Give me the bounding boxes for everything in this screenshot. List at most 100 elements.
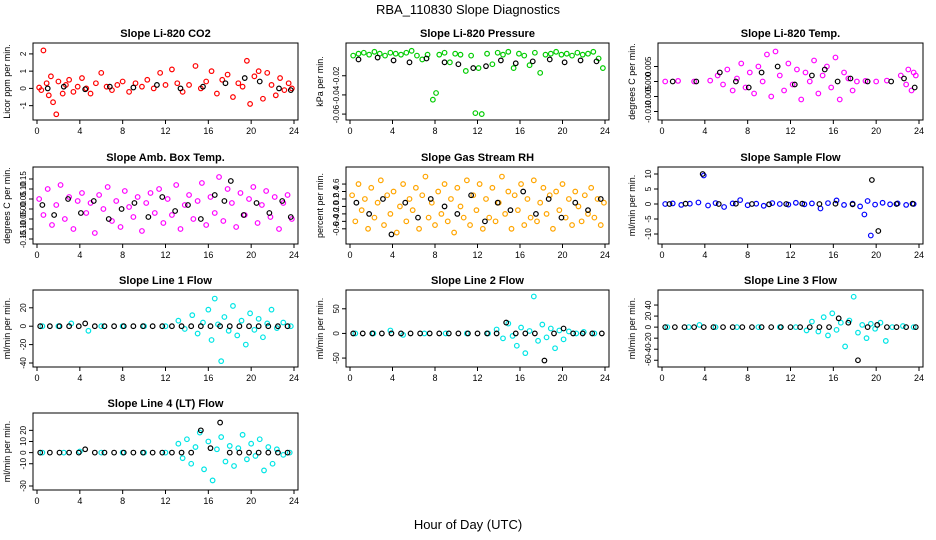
data-point	[836, 96, 843, 103]
data-point	[243, 456, 250, 463]
reference-point	[149, 323, 156, 330]
x-tick-label: 4	[77, 126, 82, 136]
reference-point	[284, 449, 291, 456]
x-tick-label: 12	[160, 496, 170, 506]
reference-point	[75, 323, 82, 330]
y-tick-label: 0	[332, 331, 341, 336]
data-point	[669, 200, 676, 207]
data-point	[260, 95, 266, 102]
reference-point	[82, 446, 89, 453]
reference-point	[222, 80, 229, 87]
reference-point	[864, 78, 871, 85]
data-point	[409, 207, 416, 214]
data-point	[371, 48, 378, 55]
data-point	[251, 326, 258, 333]
data-point	[162, 449, 169, 456]
reference-point	[374, 54, 381, 61]
data-point	[276, 226, 282, 232]
reference-point	[240, 212, 247, 218]
reference-point	[388, 231, 395, 238]
data-point	[759, 78, 766, 85]
data-point	[400, 181, 407, 187]
data-point	[489, 184, 496, 191]
y-tick-label: 0.10	[19, 181, 28, 197]
data-point	[601, 199, 607, 206]
data-point	[806, 78, 813, 85]
data-point	[414, 52, 420, 59]
reference-point	[791, 81, 798, 88]
data-point	[49, 222, 55, 228]
reference-point	[482, 218, 488, 225]
data-points	[37, 419, 293, 484]
data-point	[416, 225, 422, 232]
plot-frame	[32, 412, 299, 491]
reference-point	[455, 61, 462, 68]
data-point	[792, 199, 799, 206]
data-point	[815, 90, 822, 97]
x-tick-label: 4	[77, 373, 82, 383]
reference-point	[533, 210, 539, 217]
reference-point	[266, 210, 273, 216]
reference-point	[758, 324, 765, 331]
reference-point	[768, 324, 775, 331]
reference-point	[355, 56, 362, 63]
data-point	[74, 198, 81, 204]
data-point	[590, 48, 597, 55]
data-point	[734, 75, 740, 82]
y-tick-label: -0.02	[332, 66, 341, 85]
x-tick-label: 8	[120, 126, 125, 136]
data-point	[444, 218, 451, 225]
reference-point	[455, 330, 462, 337]
reference-point	[470, 65, 477, 71]
data-point	[903, 201, 910, 208]
data-point	[393, 229, 400, 236]
data-point	[879, 199, 886, 206]
data-point	[352, 330, 359, 337]
data-point	[387, 49, 394, 56]
x-tick-label: 8	[120, 250, 125, 260]
data-point	[96, 192, 103, 198]
data-point	[130, 214, 137, 220]
reference-point	[570, 330, 577, 337]
data-point	[360, 49, 367, 56]
data-point	[40, 212, 47, 218]
y-tick-label: 20	[19, 425, 28, 434]
reference-point	[353, 199, 360, 206]
data-point	[492, 218, 499, 225]
reference-point	[758, 69, 765, 76]
data-point	[802, 69, 809, 76]
data-point	[358, 207, 365, 214]
reference-point	[227, 178, 234, 184]
x-tick-label: 20	[871, 250, 881, 260]
reference-point	[809, 72, 815, 79]
data-point	[256, 436, 263, 443]
data-point	[591, 214, 598, 221]
y-tick-label: -0.4	[332, 214, 341, 228]
reference-point	[37, 449, 44, 456]
data-point	[794, 66, 800, 73]
data-point	[126, 204, 132, 210]
data-point	[83, 210, 90, 216]
data-point	[57, 182, 64, 188]
x-tick-label: 20	[246, 126, 256, 136]
reference-point	[140, 323, 146, 330]
data-point	[280, 319, 287, 326]
reference-point	[390, 57, 397, 64]
reference-point	[90, 198, 97, 204]
data-point	[463, 177, 470, 184]
reference-point	[512, 60, 519, 67]
data-point	[817, 205, 824, 212]
reference-point	[465, 330, 471, 337]
x-tick-label: 20	[557, 126, 567, 136]
y-tick-label: -40	[19, 357, 28, 369]
data-point	[403, 218, 410, 225]
reference-point	[200, 83, 206, 90]
reference-point	[766, 201, 772, 208]
reference-point	[256, 78, 263, 85]
reference-point	[799, 200, 806, 207]
data-point	[222, 458, 229, 465]
plot-frame	[32, 42, 299, 121]
reference-point	[130, 449, 137, 456]
data-point	[263, 188, 270, 194]
